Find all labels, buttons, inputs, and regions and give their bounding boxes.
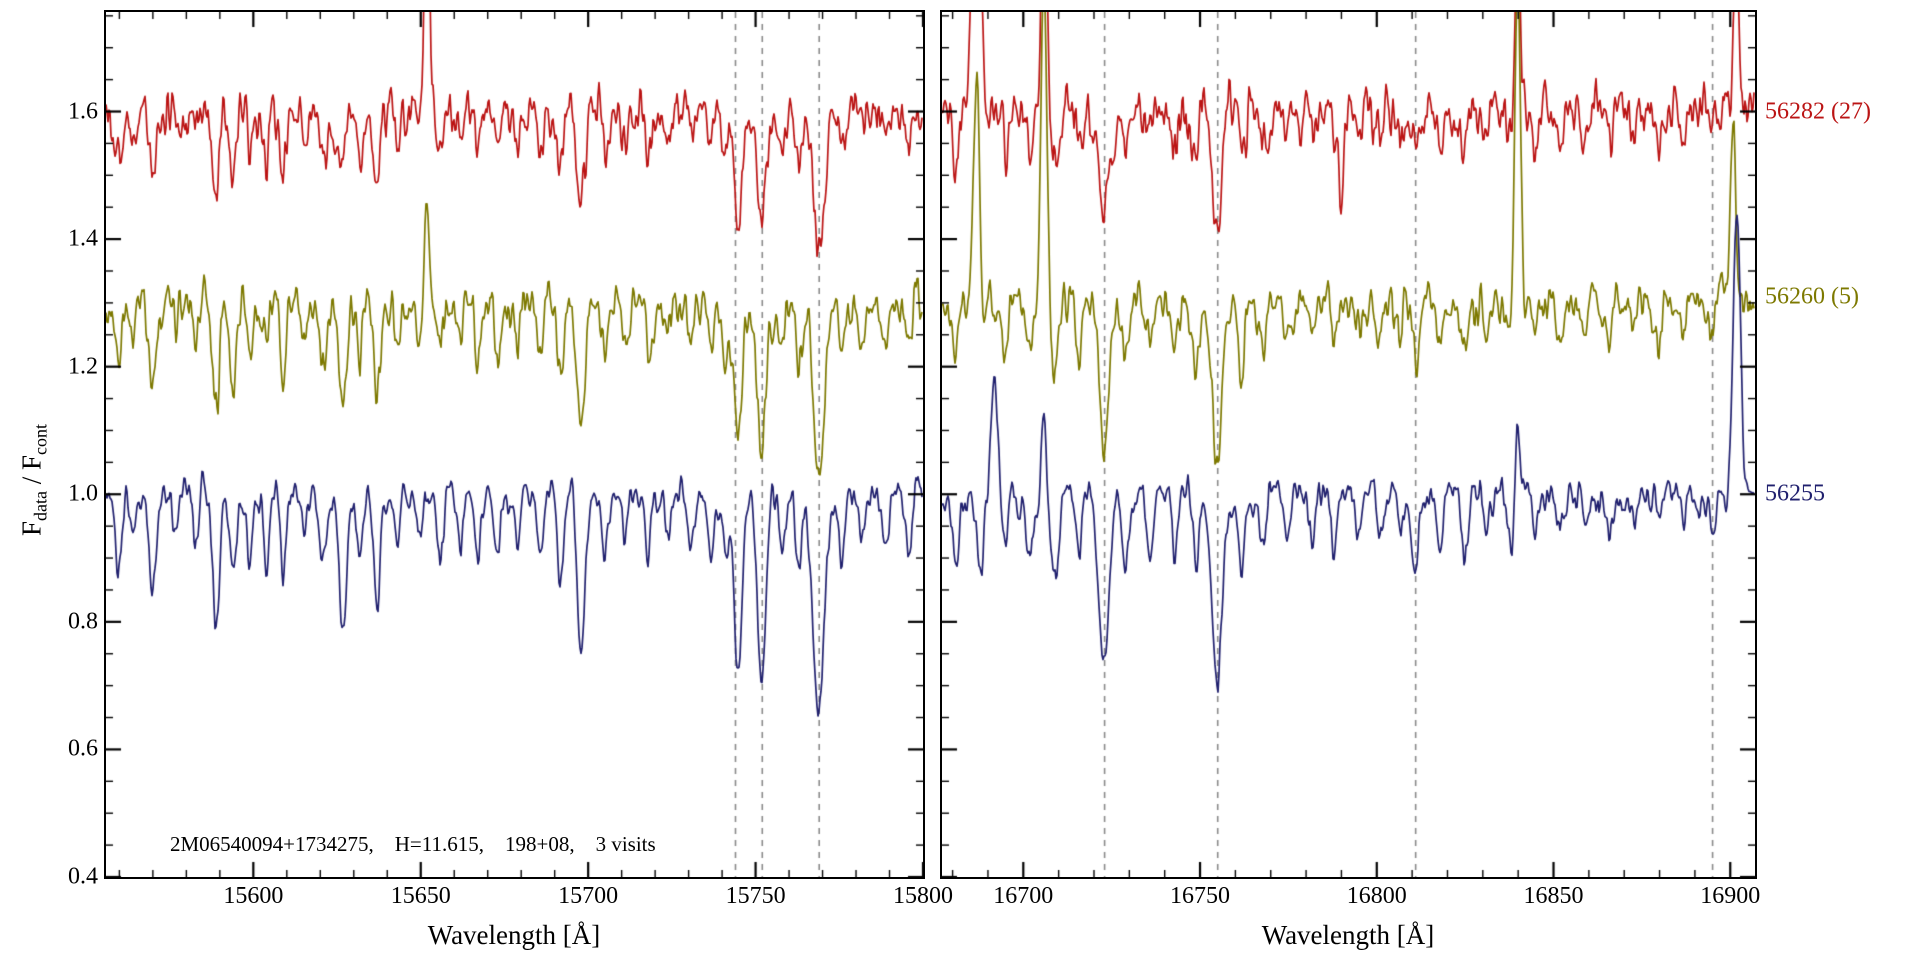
- y-tick-label: 0.8: [68, 608, 98, 635]
- x-tick-label: 15600: [223, 883, 284, 909]
- y-tick-label: 1.4: [68, 225, 98, 252]
- x-tick-label: 15700: [558, 883, 619, 909]
- y-axis-title-sub1: data: [30, 491, 51, 521]
- target-annotation: 2M06540094+1734275, H=11.615, 198+08, 3 …: [170, 832, 656, 856]
- y-axis-title-sub2: cont: [30, 423, 51, 455]
- y-axis-title: Fdata / Fcont: [16, 424, 51, 536]
- y-axis-title-f1: F: [16, 520, 47, 537]
- series-epoch-label: 56255: [1765, 480, 1825, 507]
- x-axis-title-left: Wavelength [Å]: [427, 920, 601, 950]
- right-spectrum-panel: [940, 10, 1757, 879]
- x-tick-label: 16800: [1346, 883, 1407, 909]
- x-tick-label: 15800: [893, 883, 953, 909]
- y-tick-label: 0.4: [68, 863, 98, 890]
- x-tick-label: 15650: [390, 883, 451, 909]
- x-tick-label: 16850: [1523, 883, 1584, 909]
- x-tick-label: 16750: [1170, 883, 1231, 909]
- y-tick-label: 1.2: [68, 353, 98, 380]
- series-epoch-label: 56282 (27): [1765, 98, 1871, 124]
- x-tick-label: 15750: [725, 883, 786, 909]
- left-spectrum-panel: [104, 10, 925, 879]
- y-tick-label: 1.0: [68, 480, 98, 507]
- x-axis-title-right: Wavelength [Å]: [1261, 920, 1435, 950]
- y-tick-label: 0.6: [68, 735, 98, 762]
- x-tick-label: 16900: [1700, 883, 1761, 909]
- left-panel-canvas: [106, 12, 923, 877]
- y-tick-label: 1.6: [68, 98, 98, 124]
- right-panel-canvas: [942, 12, 1755, 877]
- series-epoch-label: 56260 (5): [1765, 283, 1859, 309]
- x-tick-label: 16700: [993, 883, 1054, 909]
- y-axis-title-mid: / F: [16, 454, 47, 492]
